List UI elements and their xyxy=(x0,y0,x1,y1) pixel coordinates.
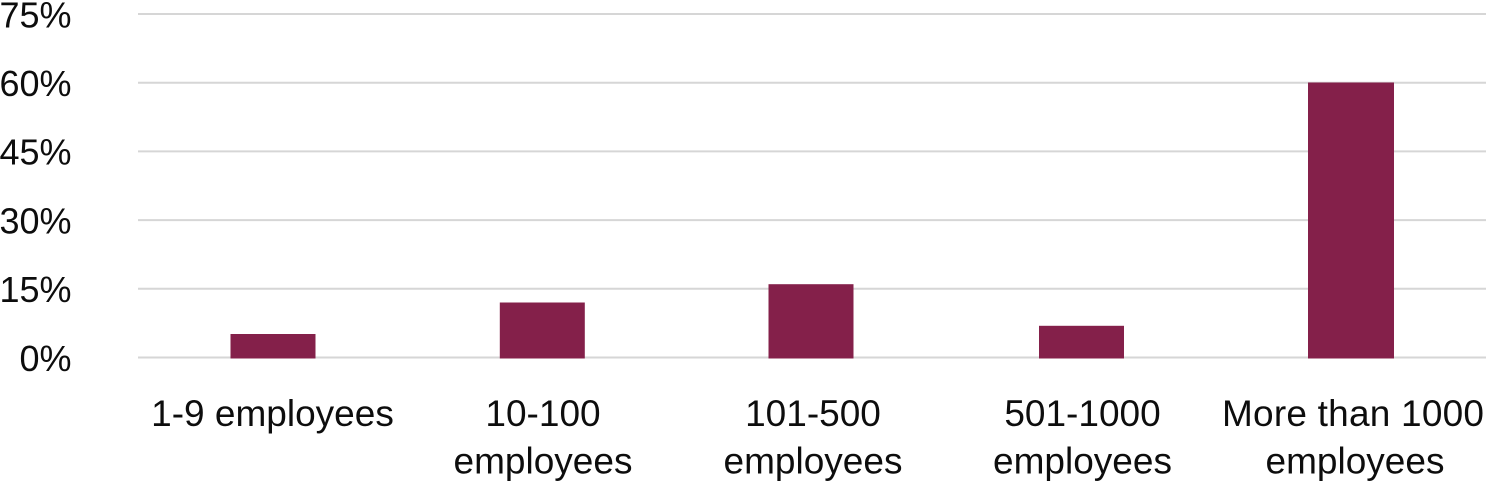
svg-text:employees: employees xyxy=(724,441,903,482)
svg-text:employees: employees xyxy=(993,441,1172,482)
svg-text:10-100: 10-100 xyxy=(485,393,600,434)
svg-text:101-500: 101-500 xyxy=(745,393,881,434)
svg-text:30%: 30% xyxy=(0,200,72,241)
svg-text:75%: 75% xyxy=(0,0,72,35)
svg-text:15%: 15% xyxy=(0,269,72,310)
svg-text:More than 1000: More than 1000 xyxy=(1222,393,1484,434)
svg-text:1-9 employees: 1-9 employees xyxy=(151,393,394,434)
svg-text:45%: 45% xyxy=(0,132,72,173)
svg-text:employees: employees xyxy=(454,441,633,482)
svg-text:0%: 0% xyxy=(19,338,71,379)
svg-text:501-1000: 501-1000 xyxy=(1004,393,1160,434)
svg-text:60%: 60% xyxy=(0,63,72,104)
svg-text:employees: employees xyxy=(1266,441,1445,482)
